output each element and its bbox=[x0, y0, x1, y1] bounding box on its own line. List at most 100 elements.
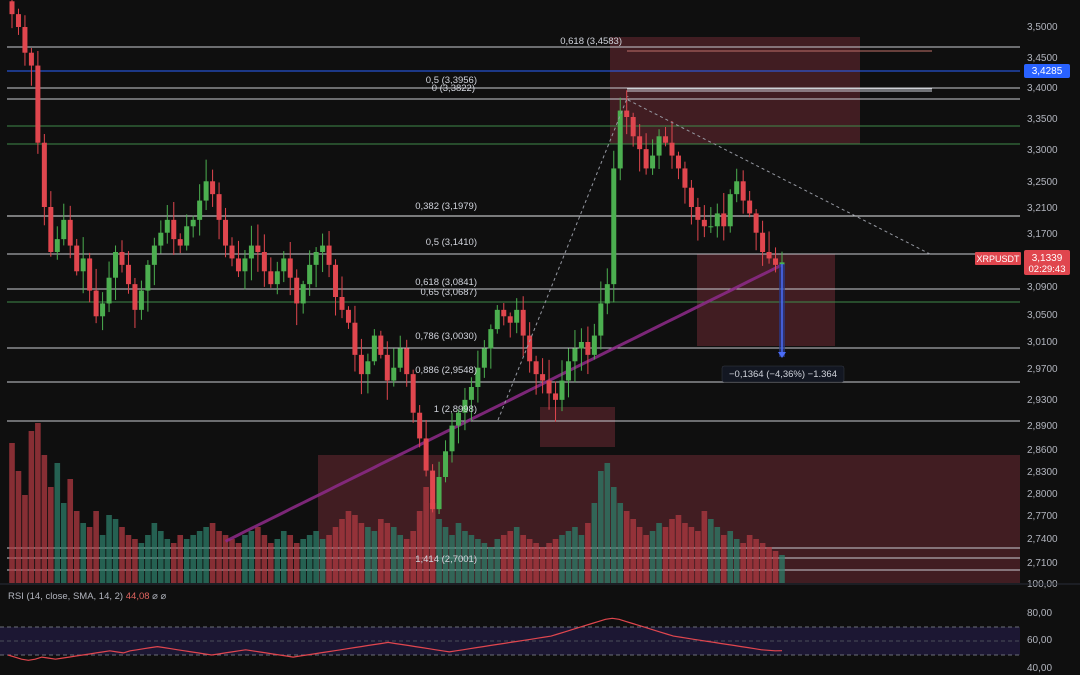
candle-body bbox=[779, 262, 785, 265]
candle-body bbox=[151, 245, 157, 265]
candle-body bbox=[255, 245, 261, 252]
volume-bar bbox=[772, 551, 779, 583]
candle-body bbox=[229, 245, 235, 259]
volume-bar bbox=[229, 539, 235, 583]
candle-body bbox=[423, 438, 429, 471]
candle-body bbox=[9, 1, 15, 15]
candle-body bbox=[268, 271, 274, 285]
volume-bar bbox=[526, 539, 533, 583]
candle-body bbox=[294, 277, 300, 304]
rsi-title: RSI (14, close, SMA, 14, 2) bbox=[8, 591, 124, 602]
candle-body bbox=[475, 367, 481, 387]
candle-body bbox=[727, 194, 733, 227]
support-zone-small bbox=[540, 407, 615, 447]
volume-bar bbox=[112, 519, 119, 583]
candle-body bbox=[604, 284, 610, 304]
candle-body bbox=[384, 354, 390, 381]
volume-bar bbox=[151, 523, 158, 583]
volume-bar bbox=[287, 535, 294, 583]
volume-bar bbox=[390, 527, 397, 583]
candle-body bbox=[410, 374, 416, 413]
volume-bar bbox=[481, 543, 488, 583]
price-tick: 3,2500 bbox=[1027, 177, 1058, 188]
price-tick: 2,8600 bbox=[1027, 445, 1058, 456]
candle-body bbox=[578, 342, 584, 349]
volume-bar bbox=[41, 455, 48, 583]
candle-body bbox=[138, 290, 144, 310]
eye-icon[interactable]: ⌀ bbox=[152, 591, 158, 602]
candle-body bbox=[177, 239, 183, 246]
price-axis[interactable]: 3,5000 3,4500 3,4000 3,3500 3,3000 3,2500 3,21… bbox=[1027, 22, 1058, 590]
candle-body bbox=[281, 258, 287, 272]
volume-bar bbox=[423, 487, 429, 583]
volume-bar bbox=[436, 519, 442, 583]
volume-bar bbox=[572, 527, 578, 583]
volume-bar bbox=[591, 503, 598, 583]
fib-label: 0,65 (3,0687) bbox=[420, 287, 477, 298]
candle-body bbox=[106, 277, 112, 304]
candle-body bbox=[533, 361, 539, 375]
candle-body bbox=[203, 181, 209, 201]
volume-bar bbox=[494, 539, 501, 583]
fib-labels: 0,618 (3,4583) 0,5 (3,3956)0 (3,3822) 0,38… bbox=[415, 36, 622, 565]
volume-bar bbox=[488, 547, 494, 583]
candle-body bbox=[210, 181, 216, 195]
candle-body bbox=[701, 219, 707, 227]
candle-body bbox=[87, 258, 93, 291]
candle-body bbox=[553, 393, 559, 400]
candle-body bbox=[481, 348, 487, 368]
rsi-axis[interactable]: 80,00 60,00 40,00 bbox=[1027, 608, 1052, 674]
volume-bar bbox=[695, 531, 701, 583]
price-tick: 3,0900 bbox=[1027, 282, 1058, 293]
candle-body bbox=[682, 168, 688, 188]
horizontal-levels bbox=[7, 46, 1020, 571]
highlight-zones bbox=[318, 37, 1020, 583]
volume-bar bbox=[170, 543, 177, 583]
candle-body bbox=[320, 245, 326, 252]
volume-bar bbox=[513, 527, 520, 583]
candle-body bbox=[565, 361, 571, 381]
volume-bar bbox=[636, 527, 643, 583]
volume-bar bbox=[106, 515, 112, 583]
candle-body bbox=[695, 207, 701, 220]
target-zone bbox=[697, 254, 835, 346]
candle-body bbox=[708, 226, 714, 228]
volume-bar bbox=[274, 539, 281, 583]
candle-body bbox=[184, 226, 190, 246]
candle-body bbox=[274, 271, 280, 285]
volume-bar bbox=[158, 531, 164, 583]
candle-body bbox=[675, 155, 681, 169]
volume-bar bbox=[28, 431, 35, 583]
volume-bar bbox=[345, 511, 352, 583]
volume-bar bbox=[455, 523, 462, 583]
last-price-badge bbox=[1024, 250, 1070, 275]
close-icon[interactable]: ⌀ bbox=[160, 591, 167, 602]
candle-body bbox=[514, 309, 520, 323]
volume-bar bbox=[779, 555, 785, 583]
volume-bar bbox=[720, 535, 727, 583]
candle-body bbox=[61, 219, 67, 240]
volume-bar bbox=[222, 535, 229, 583]
volume-bar bbox=[119, 527, 125, 583]
symbol-badge bbox=[975, 252, 1021, 265]
volume-bar bbox=[727, 531, 734, 583]
volume-bar bbox=[397, 535, 404, 583]
symbol-label: XRPUSDT bbox=[976, 254, 1020, 264]
candle-body bbox=[650, 155, 656, 169]
candle-body bbox=[190, 219, 196, 227]
candle-body bbox=[313, 252, 319, 265]
price-tick: 3,4000 bbox=[1027, 83, 1058, 94]
volume-bar bbox=[429, 503, 436, 583]
candle-body bbox=[449, 425, 455, 452]
blue-line-badge bbox=[1024, 64, 1070, 78]
candle-body bbox=[35, 65, 41, 143]
volume-bar bbox=[546, 543, 552, 583]
candle-body bbox=[100, 303, 106, 317]
volume-bar bbox=[261, 535, 268, 583]
volume-bar bbox=[682, 523, 688, 583]
rsi-legend[interactable]: RSI (14, close, SMA, 14, 2) 44,08 ⌀ ⌀ bbox=[8, 591, 166, 602]
candle-body bbox=[760, 232, 766, 252]
candle-body bbox=[132, 284, 138, 310]
candle-body bbox=[397, 348, 403, 368]
